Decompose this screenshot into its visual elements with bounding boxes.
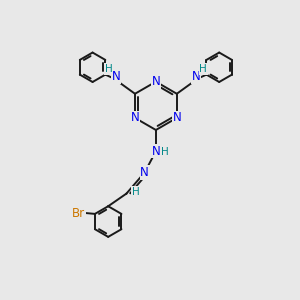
Text: N: N [112, 70, 120, 83]
Text: H: H [161, 147, 169, 157]
Text: H: H [132, 187, 140, 197]
Text: N: N [192, 70, 200, 83]
Text: N: N [130, 111, 140, 124]
Text: Br: Br [72, 207, 85, 220]
Text: H: H [200, 64, 207, 74]
Text: N: N [152, 145, 160, 158]
Text: N: N [152, 75, 160, 88]
Text: H: H [105, 64, 112, 74]
Text: N: N [172, 111, 181, 124]
Text: N: N [140, 166, 149, 179]
